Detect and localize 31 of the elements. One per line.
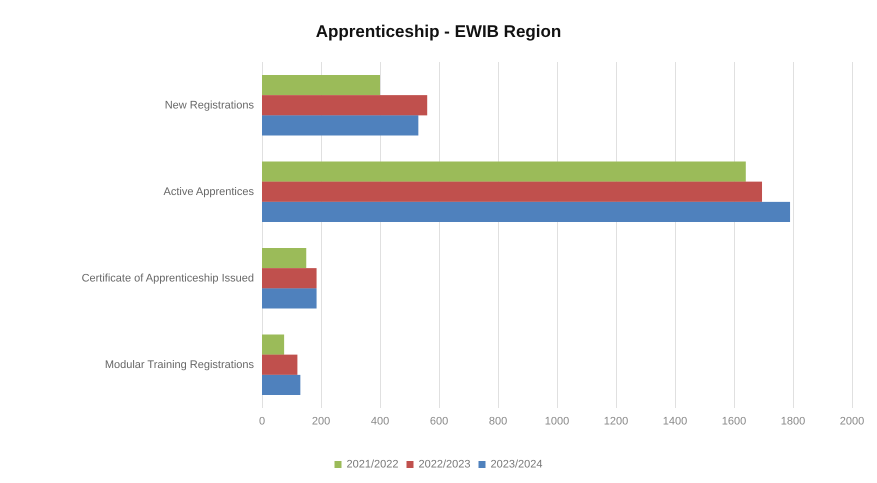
- bar: [262, 95, 428, 116]
- bar: [262, 182, 762, 202]
- y-tick-label: Certificate of Apprenticeship Issued: [82, 272, 254, 284]
- bar: [262, 161, 746, 182]
- bar: [262, 115, 418, 136]
- legend-label: 2022/2023: [418, 458, 470, 470]
- chart-title: Apprenticeship - EWIB Region: [316, 22, 562, 41]
- x-tick-label: 2000: [840, 416, 864, 428]
- x-tick-label: 0: [258, 416, 266, 428]
- y-tick-label: New Registrations: [164, 99, 254, 112]
- legend-label: 2021/2022: [346, 458, 399, 470]
- bar: [262, 288, 317, 309]
- bar: [262, 202, 790, 222]
- bar: [262, 248, 306, 268]
- x-tick-label: 400: [370, 416, 390, 428]
- bar: [262, 268, 317, 288]
- bar: [262, 354, 298, 375]
- bar: [262, 374, 300, 396]
- legend-label: 2023/2024: [490, 458, 542, 470]
- bar: [262, 334, 284, 355]
- y-tick-label: Active Apprentices: [164, 186, 254, 198]
- x-tick-label: 1800: [780, 416, 806, 428]
- x-tick-label: 1400: [662, 416, 688, 428]
- x-tick-label: 200: [312, 416, 330, 428]
- x-tick-label: 800: [488, 416, 508, 428]
- x-tick-label: 1600: [722, 416, 746, 428]
- y-tick-label: Modular Training Registrations: [104, 358, 254, 371]
- x-tick-label: 600: [430, 416, 448, 428]
- bar: [262, 74, 380, 96]
- x-tick-label: 1000: [544, 416, 570, 428]
- x-tick-label: 1200: [604, 416, 628, 428]
